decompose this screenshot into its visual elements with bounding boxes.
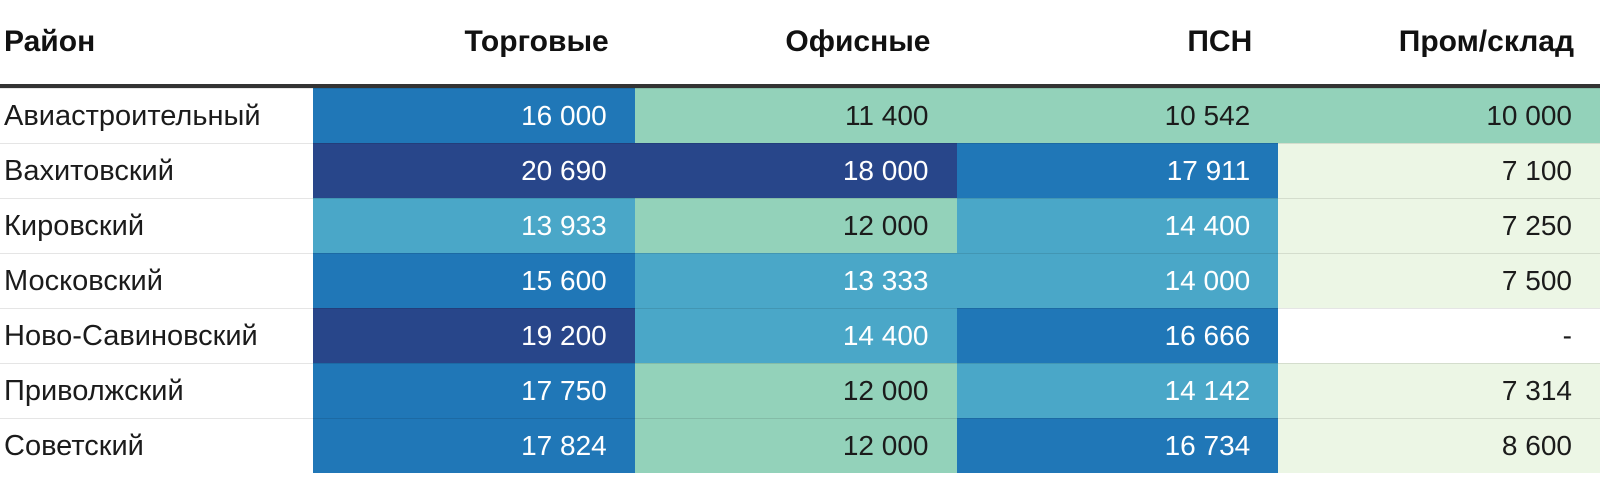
value-cell: 12 000 xyxy=(634,198,957,253)
value-cell: 15 600 xyxy=(313,253,635,308)
value-cell: 14 400 xyxy=(956,198,1279,253)
column-header-office: Офисные xyxy=(634,0,957,88)
value-cell: 7 314 xyxy=(1278,363,1600,418)
value-cell: 17 824 xyxy=(313,418,635,473)
value-cell: 11 400 xyxy=(634,88,957,143)
column-header-district: Район xyxy=(0,0,313,88)
value-cell: - xyxy=(1278,308,1600,363)
district-cell: Московский xyxy=(0,253,313,308)
value-cell: 13 333 xyxy=(634,253,957,308)
value-cell: 20 690 xyxy=(313,143,635,198)
value-cell: 7 500 xyxy=(1278,253,1600,308)
value-cell: 10 542 xyxy=(956,88,1279,143)
value-cell: 8 600 xyxy=(1278,418,1600,473)
price-heatmap-table: Район Торговые Офисные ПСН Пром/склад Ав… xyxy=(0,0,1600,473)
district-cell: Авиастроительный xyxy=(0,88,313,143)
column-header-retail: Торговые xyxy=(313,0,635,88)
value-cell: 7 100 xyxy=(1278,143,1600,198)
value-cell: 16 666 xyxy=(956,308,1279,363)
value-cell: 16 000 xyxy=(313,88,635,143)
column-header-industrial: Пром/склад xyxy=(1278,0,1600,88)
value-cell: 19 200 xyxy=(313,308,635,363)
value-cell: 12 000 xyxy=(634,363,957,418)
value-cell: 13 933 xyxy=(313,198,635,253)
value-cell: 14 400 xyxy=(634,308,957,363)
value-cell: 14 000 xyxy=(956,253,1279,308)
value-cell: 7 250 xyxy=(1278,198,1600,253)
value-cell: 14 142 xyxy=(956,363,1279,418)
value-cell: 18 000 xyxy=(634,143,957,198)
district-cell: Ново-Савиновский xyxy=(0,308,313,363)
district-cell: Советский xyxy=(0,418,313,473)
value-cell: 12 000 xyxy=(634,418,957,473)
column-header-psn: ПСН xyxy=(956,0,1279,88)
district-cell: Вахитовский xyxy=(0,143,313,198)
district-cell: Кировский xyxy=(0,198,313,253)
value-cell: 17 911 xyxy=(956,143,1279,198)
value-cell: 10 000 xyxy=(1278,88,1600,143)
value-cell: 16 734 xyxy=(956,418,1279,473)
district-cell: Приволжский xyxy=(0,363,313,418)
value-cell: 17 750 xyxy=(313,363,635,418)
